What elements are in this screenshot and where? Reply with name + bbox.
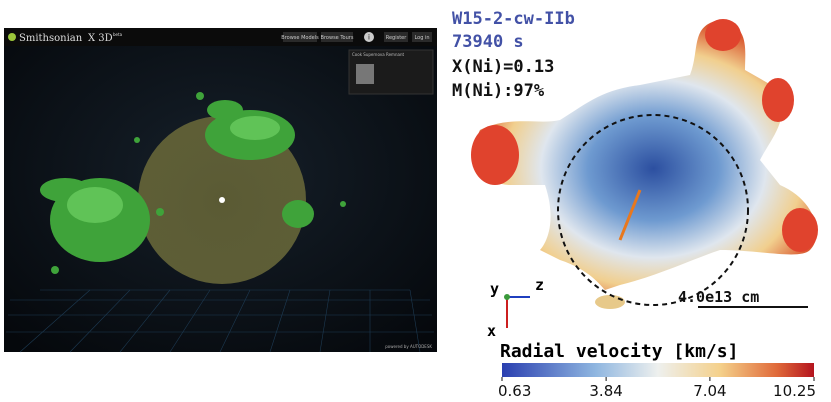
model-name: W15-2-cw-IIb xyxy=(452,9,575,29)
colorbar-tick-label: 0.63 xyxy=(498,382,531,400)
product: X 3D xyxy=(88,33,113,44)
canvas: Smithsonian X 3D beta Browse ModelsBrows… xyxy=(0,0,831,402)
scale-label: 4.0e13 cm xyxy=(678,288,759,306)
colorbar-tick-label: 3.84 xyxy=(589,382,622,400)
logo xyxy=(8,33,16,41)
colorbar-tick-label: 7.04 xyxy=(693,382,726,400)
thumbnail xyxy=(356,64,374,84)
nav-label: Log in xyxy=(414,35,429,41)
time: 73940 s xyxy=(452,32,524,52)
footer: powered by AUTODESK xyxy=(385,344,432,349)
colorbar-label: Radial velocity [km/s] xyxy=(500,341,738,362)
axis-x: x xyxy=(487,322,496,340)
center-point xyxy=(219,197,225,203)
y-axis xyxy=(504,294,510,300)
knot xyxy=(595,295,625,309)
brand: Smithsonian xyxy=(19,33,83,44)
nav-label: Browse Models xyxy=(281,35,319,41)
info-icon: i xyxy=(368,34,370,42)
x-ni: X(Ni)=0.13 xyxy=(452,57,554,77)
nav-label: Register xyxy=(386,35,408,41)
badge: beta xyxy=(113,32,123,37)
axis-y: y xyxy=(490,280,499,298)
figure: Smithsonian X 3D beta Browse ModelsBrows… xyxy=(0,0,831,402)
nav-label: Browse Tours xyxy=(321,35,354,41)
panel-title: Cook Supernova Remnant xyxy=(352,52,404,57)
m-ni: M(Ni):97% xyxy=(452,81,545,101)
colorbar-tick-label: 10.25 xyxy=(773,382,816,400)
axis-z: z xyxy=(535,276,544,294)
colorbar xyxy=(502,363,814,377)
